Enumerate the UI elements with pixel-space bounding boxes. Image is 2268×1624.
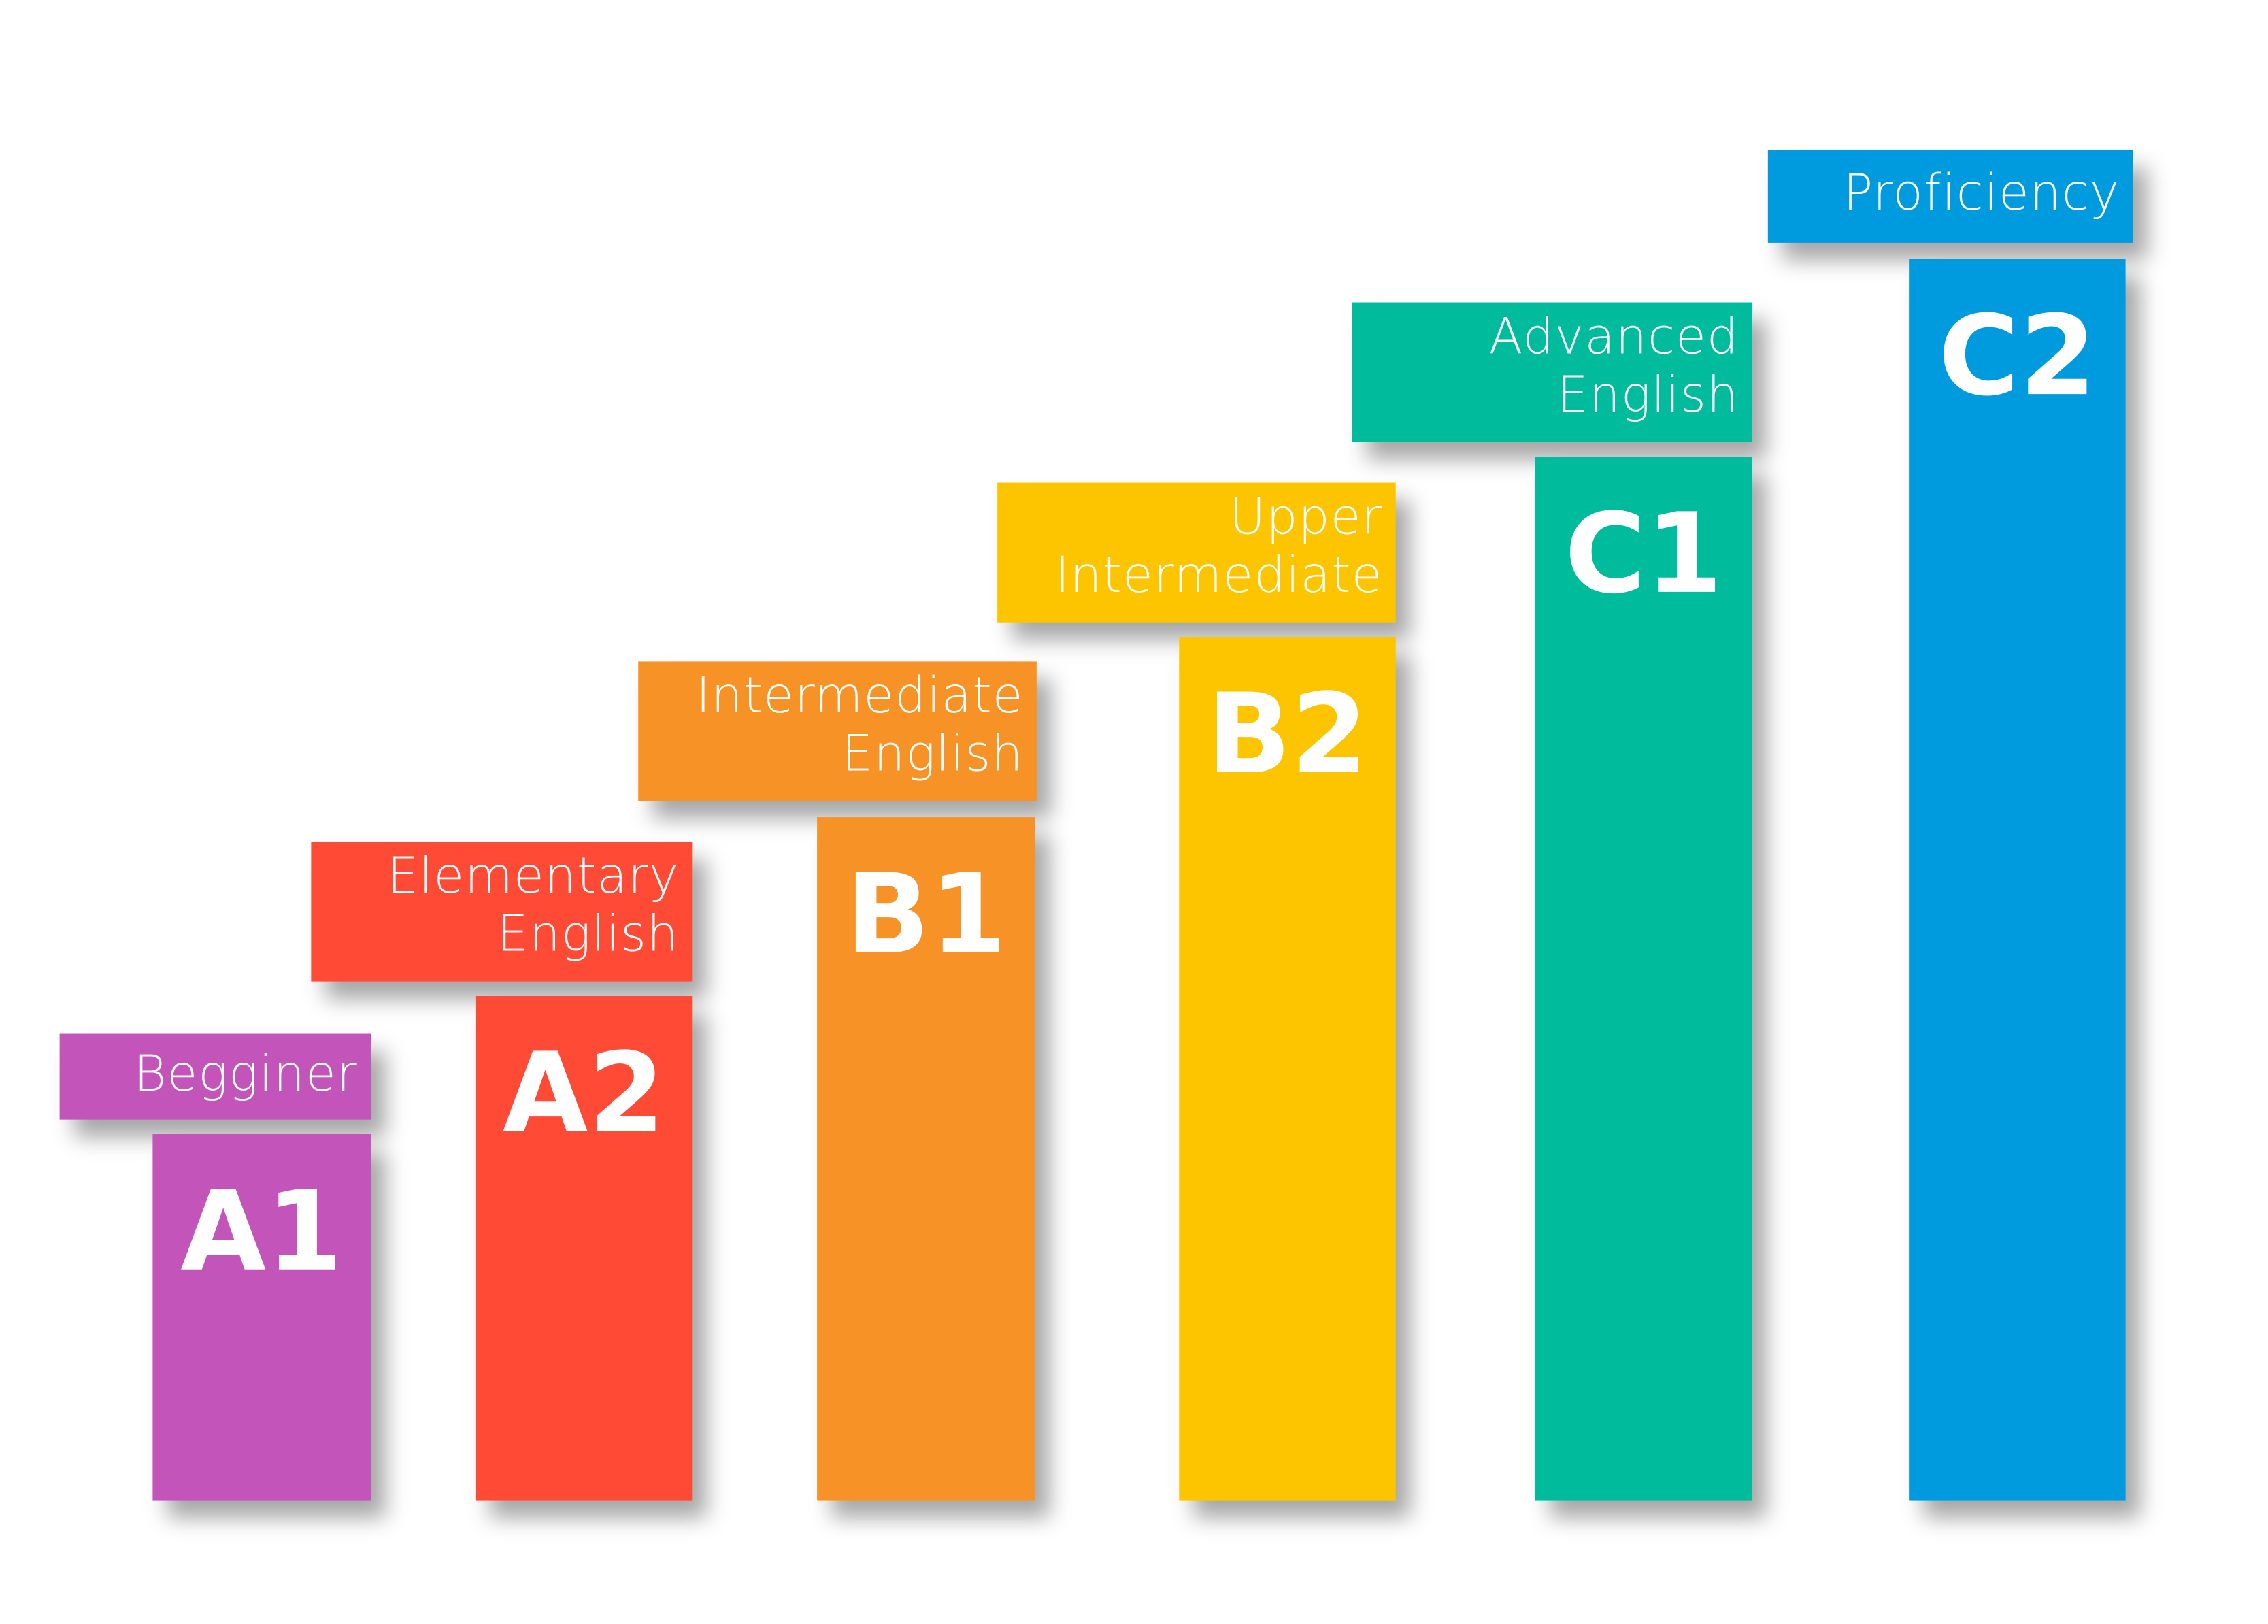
level-bar-a1: A1 (152, 1134, 371, 1501)
label-line: Elementary (387, 847, 680, 906)
level-label-a2: Elementary English (311, 842, 693, 982)
level-bar-a2: A2 (475, 995, 693, 1501)
label-line: Intermediate (695, 667, 1024, 726)
level-bar-b2: B2 (1179, 637, 1396, 1501)
level-label-b2: Upper Intermediate (997, 482, 1396, 623)
label-line: Upper (1229, 488, 1383, 547)
label-line: English (1556, 366, 1739, 425)
label-line: Intermediate (1054, 546, 1383, 606)
label-line: English (841, 725, 1024, 784)
label-line: English (497, 906, 680, 964)
level-code: A2 (502, 1028, 665, 1158)
level-label-b1: Intermediate English (638, 661, 1037, 801)
level-bar-c1: C1 (1535, 457, 1752, 1501)
level-bar-b1: B1 (817, 817, 1035, 1501)
label-line: Proficiency (1843, 164, 2120, 222)
level-code: B1 (845, 849, 1007, 979)
level-code: B2 (1207, 669, 1368, 799)
label-line: Begginer (133, 1045, 358, 1104)
level-code: A1 (180, 1166, 344, 1296)
level-bar-c2: C2 (1909, 259, 2126, 1501)
label-line: Advanced (1488, 308, 1739, 367)
level-label-c2: Proficiency (1767, 150, 2133, 243)
level-code: C1 (1564, 488, 1723, 618)
level-label-a1: Begginer (59, 1033, 371, 1120)
level-label-c1: Advanced English (1352, 302, 1752, 442)
level-code: C2 (1938, 291, 2097, 420)
